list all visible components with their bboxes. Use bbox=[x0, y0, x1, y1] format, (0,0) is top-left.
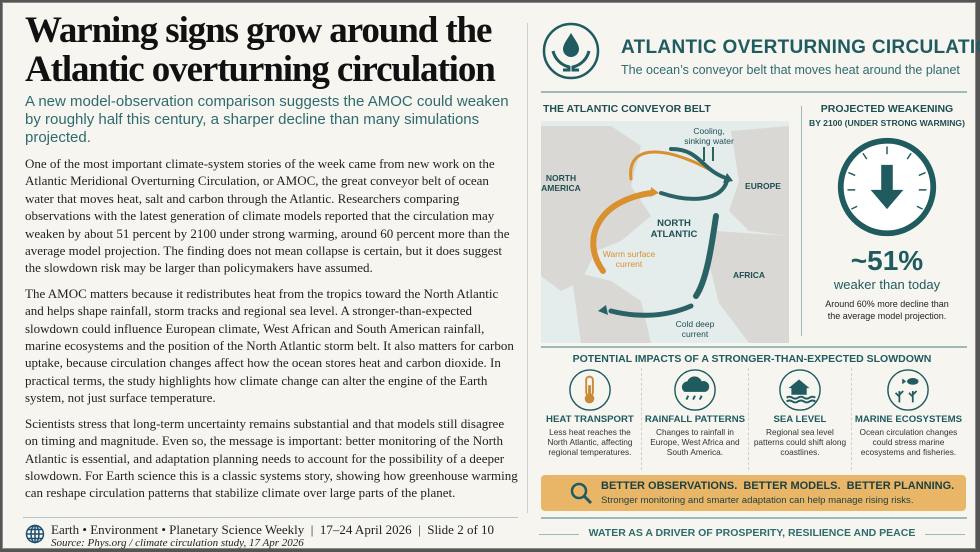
weakening-label: weaker than today bbox=[833, 277, 941, 292]
fish-coral-icon bbox=[887, 369, 930, 411]
thermometer-icon bbox=[569, 369, 611, 411]
impact-desc: Regional sea level patterns could shift … bbox=[753, 427, 847, 457]
paragraph: One of the most important climate-system… bbox=[25, 156, 510, 276]
footer-source: Source: Phys.org / climate circulation s… bbox=[51, 537, 304, 549]
article-subtitle: A new model-observation comparison sugge… bbox=[25, 93, 509, 146]
impact-name: SEA LEVEL bbox=[773, 414, 827, 425]
south-america-land bbox=[571, 271, 651, 343]
impact-desc: Ocean circulation changes could stress m… bbox=[859, 427, 958, 457]
infographic: ATLANTIC OVERTURNING CIRCULATION The oce… bbox=[539, 3, 980, 550]
footer: Earth • Environment • Planetary Science … bbox=[23, 517, 518, 550]
impact-name: MARINE ECOSYSTEMS bbox=[854, 414, 963, 425]
column-divider bbox=[527, 23, 528, 513]
tagline: WATER AS A DRIVER OF PROSPERITY, RESILIE… bbox=[539, 527, 965, 539]
label-cold-current-2: current bbox=[682, 329, 709, 339]
rain-cloud-icon bbox=[674, 369, 716, 411]
label-north-america: NORTH bbox=[546, 173, 576, 183]
gauge-subheading: BY 2100 (UNDER STRONG WARMING) bbox=[809, 118, 965, 128]
africa-land bbox=[709, 231, 789, 343]
magnifier-icon bbox=[570, 482, 593, 505]
label-warm-current: Warm surface bbox=[603, 249, 656, 259]
label-warm-current-2: current bbox=[616, 259, 643, 269]
article-body: One of the most important climate-system… bbox=[25, 155, 519, 502]
impacts-list: HEAT TRANSPORT Less heat reaches the Nor… bbox=[539, 368, 965, 470]
divider bbox=[541, 517, 967, 519]
article: Warning signs grow around the Atlantic o… bbox=[25, 11, 519, 511]
weakening-gauge: PROJECTED WEAKENING BY 2100 (UNDER STRON… bbox=[807, 103, 967, 322]
cold-current-arrow bbox=[608, 303, 694, 318]
label-europe: EUROPE bbox=[745, 181, 781, 191]
infographic-subtitle: The ocean’s conveyor belt that moves hea… bbox=[621, 63, 960, 77]
deep-current-arrow bbox=[693, 213, 719, 299]
impact-name: RAINFALL PATTERNS bbox=[644, 414, 746, 425]
impact-sea-level: SEA LEVEL Regional sea level patterns co… bbox=[749, 368, 852, 470]
divider bbox=[541, 346, 967, 348]
gauge-down-arrow-icon bbox=[837, 137, 937, 237]
impact-name: HEAT TRANSPORT bbox=[546, 414, 634, 425]
label-north-atlantic: NORTH bbox=[657, 218, 691, 229]
warm-current-arrow bbox=[590, 190, 654, 274]
label-north-atlantic-2: ATLANTIC bbox=[651, 229, 698, 240]
impact-heat-transport: HEAT TRANSPORT Less heat reaches the Nor… bbox=[539, 368, 642, 470]
impact-rainfall: RAINFALL PATTERNS Changes to rainfall in… bbox=[642, 368, 750, 470]
return-flow bbox=[659, 179, 729, 201]
impacts-heading: POTENTIAL IMPACTS OF A STRONGER-THAN-EXP… bbox=[572, 353, 932, 365]
impact-marine: MARINE ECOSYSTEMS Ocean circulation chan… bbox=[852, 368, 965, 470]
article-title: Warning signs grow around the Atlantic o… bbox=[25, 11, 496, 90]
label-africa: AFRICA bbox=[733, 270, 765, 280]
weakening-note: Around 60% more decline than the average… bbox=[825, 299, 949, 321]
gauge-heading: PROJECTED WEAKENING bbox=[820, 103, 954, 115]
north-flow-arrow bbox=[669, 147, 731, 181]
call-to-action-banner: BETTER OBSERVATIONS. BETTER MODELS. BETT… bbox=[541, 475, 966, 511]
impact-desc: Less heat reaches the North Atlantic, af… bbox=[547, 427, 633, 457]
north-america-land bbox=[541, 126, 651, 291]
weakening-value: ~51% bbox=[850, 245, 924, 276]
paragraph: Scientists stress that long-term uncerta… bbox=[25, 415, 518, 501]
banner-headline: BETTER OBSERVATIONS. BETTER MODELS. BETT… bbox=[601, 480, 955, 492]
conveyor-map: NORTH AMERICA EUROPE NORTH ATLANTIC Warm… bbox=[541, 121, 789, 343]
impact-desc: Changes to rainfall in Europe, West Afri… bbox=[650, 427, 740, 457]
label-cold-current: Cold deep bbox=[676, 319, 715, 329]
divider bbox=[801, 106, 802, 336]
sinking-arrows bbox=[703, 147, 714, 161]
infographic-title: ATLANTIC OVERTURNING CIRCULATION bbox=[621, 37, 980, 58]
flooded-house-icon bbox=[779, 369, 821, 411]
paragraph: The AMOC matters because it redistribute… bbox=[25, 285, 514, 406]
label-north-america-2: AMERICA bbox=[541, 183, 581, 193]
tagline-text: WATER AS A DRIVER OF PROSPERITY, RESILIE… bbox=[578, 527, 926, 539]
label-cooling-water: Cooling, sinking water bbox=[684, 126, 734, 146]
map-heading: THE ATLANTIC CONVEYOR BELT bbox=[543, 103, 711, 115]
water-hands-icon bbox=[542, 22, 600, 80]
banner-text: Stronger monitoring and smarter adaptati… bbox=[601, 495, 914, 506]
footer-line: Earth • Environment • Planetary Science … bbox=[51, 522, 495, 537]
europe-land bbox=[729, 126, 789, 236]
globe-icon bbox=[25, 524, 45, 544]
divider bbox=[541, 91, 967, 93]
